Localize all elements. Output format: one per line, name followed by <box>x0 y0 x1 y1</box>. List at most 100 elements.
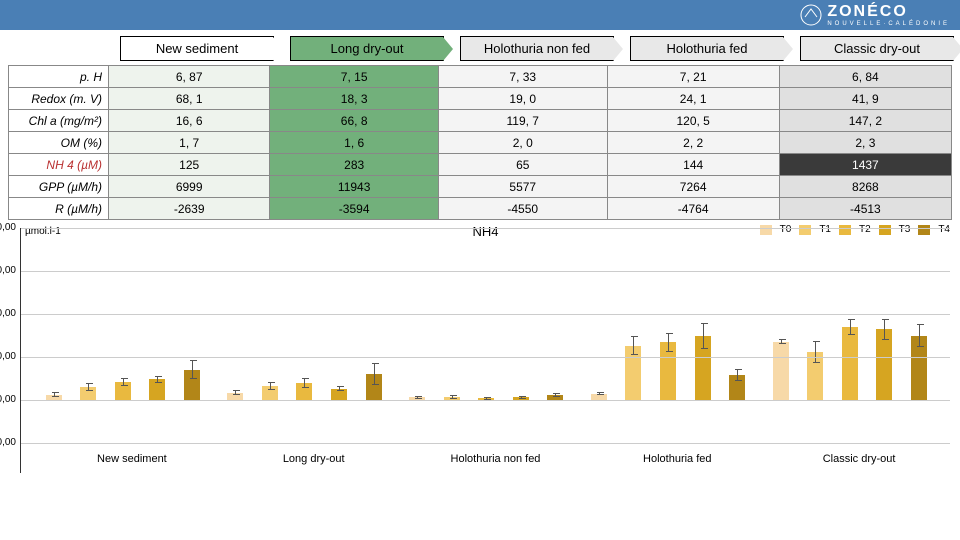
error-bar <box>54 392 55 397</box>
tab: Classic dry-out <box>800 36 954 61</box>
tab: Holothuria non fed <box>460 36 614 61</box>
chart-bar <box>807 352 823 400</box>
table-cell: 6, 87 <box>109 66 270 88</box>
ytick-label: 0,00 <box>0 394 16 405</box>
table-cell: -4550 <box>438 198 607 220</box>
logo-icon <box>799 3 823 27</box>
chart-bar <box>296 383 312 400</box>
chart-group: Long dry-out <box>223 228 405 443</box>
chart-bar <box>227 393 243 400</box>
table-cell: 2, 3 <box>779 132 951 154</box>
chart-bar <box>660 342 676 400</box>
table-cell: 1, 7 <box>109 132 270 154</box>
chart-groups: New sedimentLong dry-outHolothuria non f… <box>41 228 950 443</box>
table-cell: 6999 <box>109 176 270 198</box>
error-bar <box>339 386 340 391</box>
table-cell: 7, 15 <box>270 66 439 88</box>
table-cell: 125 <box>109 154 270 176</box>
tab: Holothuria fed <box>630 36 784 61</box>
table-row: Redox (m. V)68, 118, 319, 024, 141, 9 <box>9 88 952 110</box>
table-cell: 2, 0 <box>438 132 607 154</box>
chart-group: Holothuria fed <box>586 228 768 443</box>
table-cell: 7264 <box>607 176 779 198</box>
table-row: GPP (µM/h)699911943557772648268 <box>9 176 952 198</box>
logo-text: ZONÉCO <box>827 3 907 20</box>
gridline <box>21 271 950 272</box>
error-bar <box>88 383 89 391</box>
error-bar <box>633 336 634 355</box>
table-cell: 41, 9 <box>779 88 951 110</box>
table-cell: 19, 0 <box>438 88 607 110</box>
table-row: p. H6, 877, 157, 337, 216, 84 <box>9 66 952 88</box>
table-cell: 16, 6 <box>109 110 270 132</box>
table-row: R (µM/h)-2639-3594-4550-4764-4513 <box>9 198 952 220</box>
ytick-label: 1000,00 <box>0 351 16 362</box>
chart-bar <box>876 329 892 400</box>
chart-bar <box>115 382 131 400</box>
tab: New sediment <box>120 36 274 61</box>
chart-group: Classic dry-out <box>768 228 950 443</box>
error-bar <box>270 382 271 390</box>
chart-bar <box>773 342 789 400</box>
data-table: p. H6, 877, 157, 337, 216, 84Redox (m. V… <box>8 65 952 220</box>
table-cell: 144 <box>607 154 779 176</box>
gridline <box>21 443 950 444</box>
error-bar <box>555 393 556 396</box>
gridline <box>21 314 950 315</box>
table-cell: 7, 33 <box>438 66 607 88</box>
table-cell: 8268 <box>779 176 951 198</box>
chart-bar <box>366 374 382 400</box>
top-bar: ZONÉCO NOUVELLE·CALÉDONIE <box>0 0 960 30</box>
error-bar <box>235 390 236 395</box>
group-label: Holothuria fed <box>586 453 768 465</box>
table-cell: 5577 <box>438 176 607 198</box>
group-label: Long dry-out <box>223 453 405 465</box>
table-cell: 7, 21 <box>607 66 779 88</box>
ytick-label: -1000,00 <box>0 437 16 448</box>
gridline <box>21 400 950 401</box>
error-bar <box>919 324 920 346</box>
tabs-row: New sedimentLong dry-outHolothuria non f… <box>0 30 960 61</box>
group-label: Classic dry-out <box>768 453 950 465</box>
chart-group: New sediment <box>41 228 223 443</box>
row-header: Chl a (mg/m²) <box>9 110 109 132</box>
error-bar <box>850 319 851 334</box>
error-bar <box>521 396 522 399</box>
table-cell: 119, 7 <box>438 110 607 132</box>
gridline <box>21 357 950 358</box>
error-bar <box>123 378 124 386</box>
gridline <box>21 228 950 229</box>
error-bar <box>417 396 418 399</box>
row-header: p. H <box>9 66 109 88</box>
table-cell: 24, 1 <box>607 88 779 110</box>
table-cell: 1, 6 <box>270 132 439 154</box>
chart-bar <box>911 336 927 401</box>
table-cell: 68, 1 <box>109 88 270 110</box>
table-cell: 65 <box>438 154 607 176</box>
error-bar <box>452 395 453 398</box>
table-cell: -2639 <box>109 198 270 220</box>
chart-bar <box>262 386 278 400</box>
table-cell: 66, 8 <box>270 110 439 132</box>
table-row: Chl a (mg/m²)16, 666, 8119, 7120, 5147, … <box>9 110 952 132</box>
table-cell: -4513 <box>779 198 951 220</box>
chart-bar <box>184 370 200 400</box>
error-bar <box>192 360 193 379</box>
table-row: OM (%)1, 71, 62, 02, 22, 3 <box>9 132 952 154</box>
error-bar <box>157 376 158 384</box>
row-header: GPP (µM/h) <box>9 176 109 198</box>
row-header: R (µM/h) <box>9 198 109 220</box>
row-header: OM (%) <box>9 132 109 154</box>
ytick-label: 4000,00 <box>0 222 16 233</box>
error-bar <box>737 369 738 381</box>
error-bar <box>374 363 375 385</box>
chart-bar <box>695 336 711 400</box>
nh4-chart: NH4 µmol.l-1 T0T1T2T3T4 New sedimentLong… <box>20 228 950 473</box>
chart-bar <box>149 379 165 400</box>
table-cell: 283 <box>270 154 439 176</box>
group-label: Holothuria non fed <box>405 453 587 465</box>
row-header: NH 4 (µM) <box>9 154 109 176</box>
error-bar <box>815 341 816 363</box>
error-bar <box>884 319 885 340</box>
table-cell: -3594 <box>270 198 439 220</box>
